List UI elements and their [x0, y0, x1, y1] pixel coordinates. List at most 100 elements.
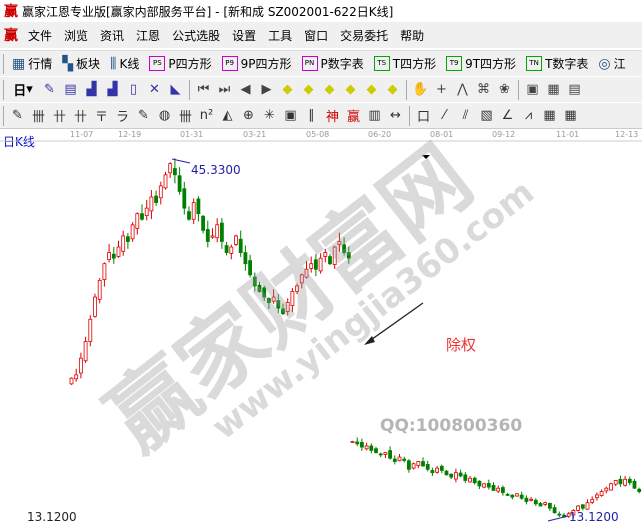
toolbar-button[interactable]: PN P数字表	[301, 55, 364, 72]
gridbox-icon[interactable]: ▦	[543, 108, 556, 123]
toolbar-label: 9T四方形	[465, 57, 517, 71]
first-icon[interactable]: ⏮	[197, 82, 210, 97]
line-icon[interactable]: ⋀	[457, 82, 468, 97]
diamond-all-icon[interactable]: ◆	[366, 82, 377, 97]
candle-body	[468, 477, 472, 483]
angle2-icon[interactable]: ∠	[501, 108, 514, 123]
doc-icon[interactable]: ▤	[64, 82, 77, 97]
right-icon[interactable]: ▶	[261, 82, 272, 97]
shen-icon[interactable]: 神	[325, 110, 339, 125]
diamond-v-icon[interactable]: ◆	[387, 82, 398, 97]
candle-body	[285, 302, 290, 312]
menu-item[interactable]: 设置	[232, 28, 257, 43]
toolbar-button[interactable]: ⫼ K线	[110, 55, 139, 72]
menu-item[interactable]: 文件	[28, 28, 53, 43]
spiral-icon[interactable]: ラ	[115, 110, 129, 125]
candle-body	[463, 474, 468, 481]
parallel-icon[interactable]: 卌	[178, 110, 192, 125]
gann2-icon[interactable]: 卄	[73, 110, 87, 125]
notes-icon[interactable]: ▤	[568, 82, 581, 97]
fork-icon[interactable]: 〒	[94, 110, 108, 125]
crosshair-icon[interactable]: +	[436, 82, 447, 97]
menu-logo-icon[interactable]: 赢	[4, 28, 18, 44]
flag-icon[interactable]: ◣	[170, 82, 181, 97]
menu-item[interactable]: 帮助	[400, 28, 425, 43]
lines-icon[interactable]: 卌	[31, 110, 45, 125]
cross-icon[interactable]: ✕	[149, 82, 160, 97]
candle-body	[262, 287, 267, 298]
chart9-icon[interactable]: ▟	[107, 82, 118, 97]
candle-body	[543, 502, 548, 505]
candle-body	[392, 458, 397, 462]
calendar-icon[interactable]: ▣	[526, 82, 539, 97]
chart3-icon[interactable]: ▟	[86, 82, 97, 97]
rect-icon[interactable]: 口	[416, 110, 430, 125]
last-icon[interactable]: ⏭	[218, 82, 231, 97]
candle-body	[435, 467, 440, 473]
menu-item[interactable]: 交易委托	[340, 28, 389, 43]
toolbar-button[interactable]: TN T数字表	[526, 55, 588, 72]
zigzag-icon[interactable]: ⩘	[524, 108, 533, 123]
candle-body	[140, 213, 144, 220]
n2-icon[interactable]: n²	[199, 108, 214, 123]
hand-icon[interactable]: ✋	[412, 82, 429, 97]
angle-icon[interactable]: ∥	[308, 108, 315, 123]
pen2-icon[interactable]: ✎	[138, 108, 149, 123]
gridbox2-icon[interactable]: ▦	[564, 108, 577, 123]
circle-icon[interactable]: ◍	[158, 108, 171, 123]
menu-item[interactable]: 江恩	[136, 28, 161, 43]
candle-body	[328, 256, 332, 265]
diamond-left-icon[interactable]: ◆	[282, 82, 293, 97]
diamond-right-icon[interactable]: ◆	[303, 82, 314, 97]
left-icon[interactable]: ◀	[240, 82, 251, 97]
target-icon[interactable]: ⊕	[243, 108, 254, 123]
menu-item[interactable]: 浏览	[64, 28, 89, 43]
candle-body	[632, 480, 637, 489]
menu-item[interactable]: 窗口	[304, 28, 329, 43]
toolbar-button[interactable]: ▦ 行情	[12, 55, 52, 72]
toolbar-button[interactable]: PS P四方形	[149, 55, 212, 72]
high-marker-line	[171, 158, 191, 164]
draw-icon[interactable]: ✎	[44, 82, 55, 97]
candle-body	[318, 257, 323, 272]
measure-icon[interactable]: ↔	[390, 108, 401, 123]
menu-item[interactable]: 工具	[268, 28, 293, 43]
box-icon[interactable]: ▣	[284, 108, 297, 123]
globe-icon[interactable]: ❀	[499, 82, 510, 97]
diamond-x-icon[interactable]: ◆	[345, 82, 356, 97]
gann1-icon[interactable]: 卄	[52, 110, 66, 125]
diamond-h-icon[interactable]: ◆	[324, 82, 335, 97]
candle-body	[281, 308, 285, 315]
period-select[interactable]: 日 ▾	[13, 82, 33, 99]
triangle-icon[interactable]: ◭	[222, 108, 233, 123]
pattern-icon[interactable]: ⌘	[477, 82, 490, 97]
pen-icon[interactable]: ✎	[12, 108, 23, 123]
toolbar-button[interactable]: P9 9P四方形	[221, 55, 292, 72]
candle-body	[219, 222, 224, 242]
ying-icon[interactable]: 赢	[346, 110, 360, 125]
low-price-label: 13.1200	[569, 510, 619, 524]
calculator-icon[interactable]: ▦	[547, 82, 560, 97]
candle-body	[93, 296, 97, 317]
menu-item[interactable]: 资讯	[100, 28, 125, 43]
toolbar-button[interactable]: ◎ 江	[598, 55, 625, 72]
toolbar-button[interactable]: T9 9T四方形	[446, 55, 516, 72]
candle-body	[130, 224, 135, 240]
toolbar-label: 行情	[28, 57, 53, 71]
toolbar-button[interactable]: ▚ 板块	[62, 55, 100, 72]
fan2-icon[interactable]: ⫽	[462, 108, 469, 123]
fan3-icon[interactable]: ▧	[480, 108, 493, 123]
candle-body	[449, 473, 454, 478]
candle-body	[350, 441, 355, 443]
web-icon[interactable]: ✳	[264, 108, 275, 123]
menu-item[interactable]: 公式选股	[172, 28, 221, 43]
grid-icon[interactable]: ▥	[368, 108, 381, 123]
candle-body	[257, 284, 262, 292]
candle-body	[182, 188, 187, 209]
candle-icon[interactable]: ▯	[129, 82, 138, 97]
fan-icon[interactable]: ⁄	[443, 108, 446, 123]
toolbar-button[interactable]: TS T四方形	[373, 55, 436, 72]
candle-body	[224, 245, 229, 253]
candle-body	[585, 502, 590, 510]
